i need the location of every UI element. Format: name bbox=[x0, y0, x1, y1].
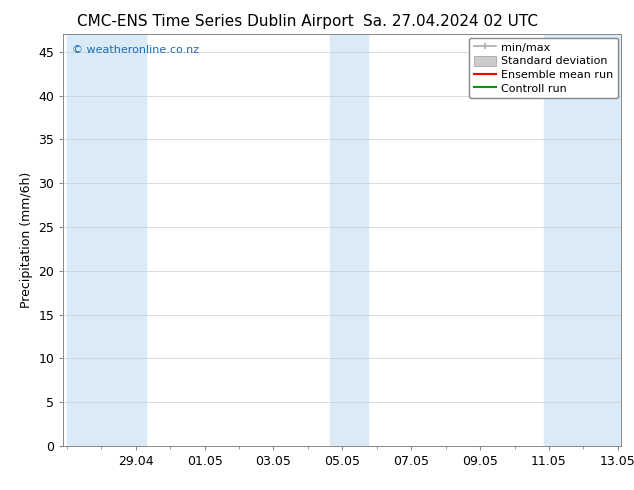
Bar bbox=[67, 34, 146, 446]
Legend: min/max, Standard deviation, Ensemble mean run, Controll run: min/max, Standard deviation, Ensemble me… bbox=[469, 38, 618, 98]
Text: CMC-ENS Time Series Dublin Airport: CMC-ENS Time Series Dublin Airport bbox=[77, 14, 354, 29]
Text: © weatheronline.co.nz: © weatheronline.co.nz bbox=[72, 45, 199, 54]
Text: Sa. 27.04.2024 02 UTC: Sa. 27.04.2024 02 UTC bbox=[363, 14, 538, 29]
Y-axis label: Precipitation (mm/6h): Precipitation (mm/6h) bbox=[20, 172, 33, 308]
Bar bbox=[330, 34, 368, 446]
Bar bbox=[544, 34, 621, 446]
